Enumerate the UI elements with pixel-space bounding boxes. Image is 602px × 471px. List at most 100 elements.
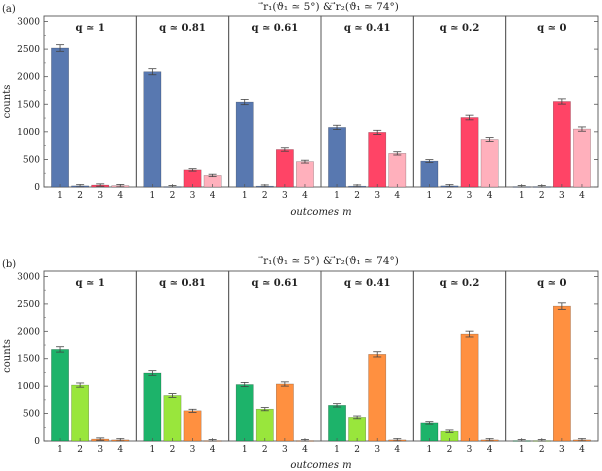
x-tick-label: 2 bbox=[447, 445, 453, 455]
x-tick-label: 3 bbox=[559, 445, 565, 455]
x-tick-label: 1 bbox=[242, 445, 248, 455]
x-tick-label: 2 bbox=[170, 445, 176, 455]
panel-5: q ≃ 0.2 1 2 3 4 bbox=[412, 15, 507, 201]
x-tick-label: 4 bbox=[117, 445, 123, 455]
bar bbox=[420, 160, 439, 188]
bar bbox=[368, 132, 387, 188]
bar bbox=[480, 139, 499, 188]
y-axis-title: counts bbox=[2, 85, 13, 119]
panel-title: q ≃ 0 bbox=[537, 23, 566, 34]
x-tick-label: 3 bbox=[97, 445, 103, 455]
y-tick-label: 500 bbox=[23, 410, 40, 420]
x-tick-label: 4 bbox=[394, 445, 400, 455]
chart-a: (a)⃗r₁(ϑ₁ ≃ 5°) & ⃗r₂(ϑ₁ ≃ 74°) 0 500 1000 1… bbox=[2, 1, 599, 218]
y-tick-label: 1500 bbox=[17, 100, 40, 110]
bar bbox=[460, 333, 479, 442]
bar bbox=[388, 153, 407, 188]
bar bbox=[143, 372, 162, 442]
x-tick-label: 4 bbox=[579, 191, 585, 201]
panel-title: q ≃ 0.41 bbox=[344, 278, 391, 289]
panel-6: q ≃ 0 1 2 3 4 bbox=[505, 270, 599, 455]
bar bbox=[255, 408, 274, 442]
chart-label: (a) bbox=[2, 4, 16, 15]
x-tick-label: 3 bbox=[467, 445, 473, 455]
panel-frame bbox=[505, 15, 599, 188]
bar bbox=[573, 128, 591, 188]
x-tick-label: 4 bbox=[487, 445, 493, 455]
x-tick-label: 1 bbox=[57, 445, 63, 455]
x-tick-label: 1 bbox=[150, 445, 156, 455]
panel-6: q ≃ 0 1 2 3 4 bbox=[505, 15, 599, 201]
x-tick-label: 4 bbox=[210, 191, 216, 201]
x-tick-label: 1 bbox=[427, 191, 433, 201]
panel-5: q ≃ 0.2 1 2 3 4 bbox=[412, 270, 507, 455]
x-axis-title: outcomes m bbox=[290, 460, 351, 471]
x-axis-title: outcomes m bbox=[290, 207, 351, 218]
panel-title: q ≃ 0.2 bbox=[440, 278, 480, 289]
y-tick-label: 1000 bbox=[17, 128, 40, 138]
bar bbox=[328, 127, 346, 188]
bar bbox=[183, 410, 202, 442]
x-tick-label: 3 bbox=[374, 191, 380, 201]
bar bbox=[51, 349, 69, 442]
x-tick-label: 1 bbox=[334, 445, 340, 455]
bar bbox=[51, 47, 69, 188]
panel-title: q ≃ 1 bbox=[76, 278, 105, 289]
bar bbox=[296, 161, 314, 188]
x-tick-label: 1 bbox=[519, 191, 525, 201]
panel-title: q ≃ 0.61 bbox=[251, 23, 298, 34]
x-tick-label: 1 bbox=[519, 445, 525, 455]
y-tick-label: 2000 bbox=[17, 73, 40, 83]
panel-3: q ≃ 0.61 1 2 3 4 bbox=[228, 270, 322, 455]
y-tick-label: 3000 bbox=[17, 272, 40, 282]
chart-label: (b) bbox=[2, 259, 16, 270]
bar bbox=[235, 101, 254, 188]
x-tick-label: 4 bbox=[487, 191, 493, 201]
chart-b: (b)⃗r₁(ϑ₁ ≃ 5°) & ⃗r₂(ϑ₁ ≃ 74°) 0 500 1000 1… bbox=[2, 255, 599, 471]
bar bbox=[163, 395, 182, 442]
panel-title: q ≃ 0.2 bbox=[440, 23, 480, 34]
x-tick-label: 3 bbox=[190, 191, 196, 201]
y-tick-label: 0 bbox=[34, 183, 40, 193]
y-tick-label: 3000 bbox=[17, 18, 40, 28]
x-tick-label: 4 bbox=[302, 191, 308, 201]
bar bbox=[71, 384, 90, 442]
y-tick-label: 2500 bbox=[17, 300, 40, 310]
bar bbox=[552, 305, 571, 442]
panel-frame bbox=[505, 270, 599, 442]
panel-1: q ≃ 1 1 2 3 4 bbox=[43, 15, 137, 201]
panel-title: q ≃ 0.41 bbox=[344, 23, 391, 34]
panel-frame bbox=[412, 270, 507, 442]
x-tick-label: 2 bbox=[539, 445, 545, 455]
bar bbox=[368, 354, 387, 442]
bar bbox=[328, 405, 346, 442]
x-tick-label: 2 bbox=[77, 445, 83, 455]
bar bbox=[460, 117, 479, 188]
panel-1: q ≃ 1 1 2 3 4 bbox=[43, 270, 137, 455]
bar bbox=[552, 101, 571, 188]
y-axis-title: counts bbox=[2, 339, 13, 373]
y-tick-label: 2500 bbox=[17, 45, 40, 55]
y-tick-label: 1500 bbox=[17, 355, 40, 365]
x-tick-label: 2 bbox=[170, 191, 176, 201]
panel-title: q ≃ 1 bbox=[76, 23, 105, 34]
x-tick-label: 2 bbox=[354, 191, 360, 201]
x-tick-label: 4 bbox=[210, 445, 216, 455]
panel-3: q ≃ 0.61 1 2 3 4 bbox=[228, 15, 322, 201]
x-tick-label: 2 bbox=[539, 191, 545, 201]
panel-4: q ≃ 0.41 1 2 3 4 bbox=[320, 15, 414, 201]
x-tick-label: 2 bbox=[77, 191, 83, 201]
chart-title: ⃗r₁(ϑ₁ ≃ 5°) & ⃗r₂(ϑ₁ ≃ 74°) bbox=[257, 255, 399, 267]
bar bbox=[143, 71, 162, 188]
x-tick-label: 1 bbox=[242, 191, 248, 201]
x-tick-label: 3 bbox=[190, 445, 196, 455]
x-tick-label: 2 bbox=[262, 445, 268, 455]
x-tick-label: 4 bbox=[394, 191, 400, 201]
panel-4: q ≃ 0.41 1 2 3 4 bbox=[320, 270, 414, 455]
x-tick-label: 4 bbox=[579, 445, 585, 455]
y-tick-label: 0 bbox=[34, 437, 40, 447]
bar bbox=[235, 384, 254, 442]
x-tick-label: 1 bbox=[150, 191, 156, 201]
panel-title: q ≃ 0.61 bbox=[251, 278, 298, 289]
panel-title: q ≃ 0.81 bbox=[159, 23, 206, 34]
